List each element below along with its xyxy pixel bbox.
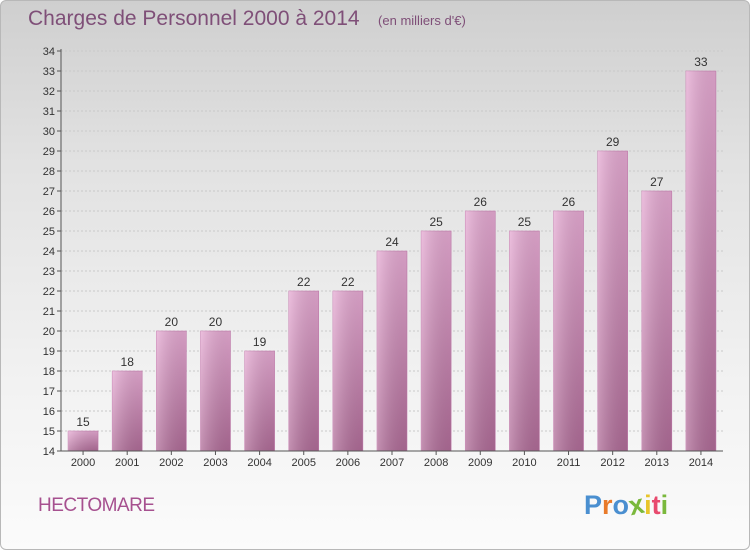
y-tick-label: 21	[43, 306, 55, 318]
bar-shade	[332, 291, 363, 451]
y-tick-label: 23	[43, 266, 55, 278]
commune-name: HECTOMARE	[38, 495, 155, 516]
bar-shade	[112, 371, 143, 451]
bar-value-label: 26	[474, 195, 488, 209]
bar-value-label: 24	[385, 235, 399, 249]
x-tick-label: 2001	[115, 457, 139, 469]
y-tick-label: 33	[43, 66, 55, 78]
logo-letter: t	[651, 490, 661, 520]
bar-value-label: 33	[694, 55, 708, 69]
x-tick-label: 2010	[512, 457, 536, 469]
bar-shade	[288, 291, 319, 451]
logo-letter: P	[584, 490, 603, 520]
y-tick-label: 18	[43, 366, 55, 378]
bar-value-label: 18	[121, 355, 135, 369]
bar-value-label: 20	[209, 315, 223, 329]
bar-value-label: 25	[429, 215, 443, 229]
chart-title: Charges de Personnel 2000 à 2014	[28, 7, 360, 30]
x-tick-label: 2013	[645, 457, 669, 469]
logo-letter: o	[612, 490, 630, 520]
y-tick-label: 20	[43, 326, 55, 338]
bar-shade	[377, 251, 407, 451]
bar-value-label: 20	[165, 315, 179, 329]
x-tick-label: 2003	[203, 457, 227, 469]
bar-value-label: 26	[562, 195, 576, 209]
bar-value-label: 25	[518, 215, 532, 229]
bar-shade	[465, 211, 496, 451]
bar-shade	[156, 331, 187, 451]
x-tick-label: 2011	[557, 457, 581, 469]
logo-letter: i	[644, 490, 652, 520]
y-tick-label: 22	[43, 286, 55, 298]
x-tick-label: 2007	[380, 457, 404, 469]
x-tick-label: 2012	[600, 457, 624, 469]
y-tick-label: 32	[43, 86, 55, 98]
bar-value-label: 27	[650, 175, 664, 189]
axis-layer: 14 15 16 17 18 19 20 21 22 23 24 25 26 27 28 29 30 31 32 33…	[43, 46, 723, 469]
bar-shade	[421, 231, 452, 451]
proxiti-logo: Proxiti	[584, 489, 669, 521]
bar-shade	[509, 231, 540, 451]
x-tick-label: 2009	[468, 457, 492, 469]
bar-value-label: 29	[606, 135, 620, 149]
y-tick-label: 19	[43, 346, 55, 358]
y-tick-label: 24	[43, 246, 55, 258]
y-tick-label: 31	[43, 106, 55, 118]
bar-layer: 15 18 20 20 19 22 22 24 25 26 25 26 29 27 33	[67, 55, 717, 452]
chart-subtitle: (en milliers d'€)	[378, 13, 466, 28]
y-tick-label: 25	[43, 226, 55, 238]
bar-shade	[68, 431, 99, 451]
bar-value-label: 15	[76, 415, 90, 429]
bar-value-label: 22	[297, 275, 311, 289]
x-tick-label: 2008	[424, 457, 448, 469]
y-tick-label: 34	[43, 46, 55, 58]
y-tick-label: 26	[43, 206, 55, 218]
logo-letter: r	[602, 490, 613, 520]
bar-value-label: 22	[341, 275, 355, 289]
y-tick-label: 14	[43, 446, 55, 458]
x-tick-label: 2014	[689, 457, 713, 469]
bar-shade	[553, 211, 584, 451]
bar-value-label: 19	[253, 335, 267, 349]
bar-shade	[685, 71, 716, 451]
bar-shade	[597, 151, 628, 451]
x-tick-label: 2000	[71, 457, 95, 469]
x-tick-label: 2002	[159, 457, 183, 469]
bar-shade	[200, 331, 231, 451]
y-tick-label: 17	[43, 386, 55, 398]
y-tick-label: 27	[43, 186, 55, 198]
logo-letter: i	[660, 490, 669, 520]
x-tick-label: 2006	[336, 457, 360, 469]
y-tick-label: 29	[43, 146, 55, 158]
y-tick-label: 16	[43, 406, 55, 418]
y-tick-label: 15	[43, 426, 55, 438]
y-tick-label: 28	[43, 166, 55, 178]
y-tick-label: 30	[43, 126, 55, 138]
bar-shade	[244, 351, 275, 451]
x-tick-label: 2005	[291, 457, 315, 469]
title-row: Charges de Personnel 2000 à 2014 (en mil…	[28, 7, 466, 31]
bar-shade	[641, 191, 672, 451]
x-tick-label: 2004	[247, 457, 271, 469]
